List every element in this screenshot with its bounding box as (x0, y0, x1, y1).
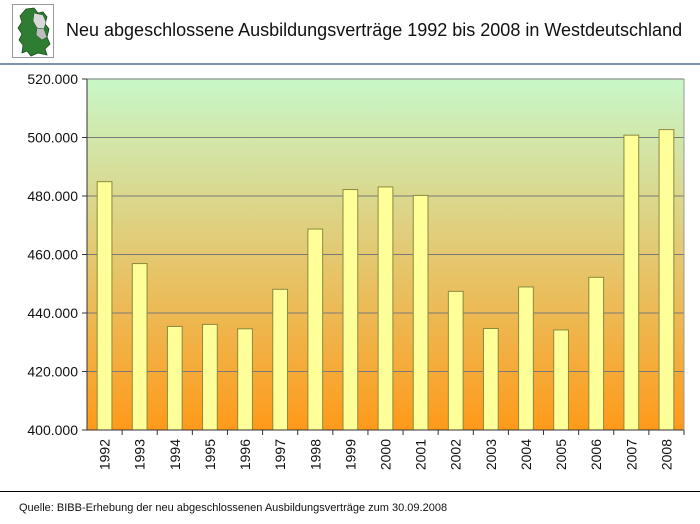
footer-divider (0, 491, 700, 492)
logo (12, 4, 54, 58)
x-tick-label: 1992 (97, 439, 113, 470)
bar-1993 (131, 263, 148, 431)
x-tick-label: 1994 (167, 439, 183, 470)
x-tick-label: 1995 (202, 439, 218, 470)
y-tick-label: 460.000 (27, 247, 78, 263)
bar-1997 (272, 288, 289, 431)
bar-2005 (553, 329, 569, 431)
bar-1998 (307, 228, 324, 431)
x-tick-labels: 1992 1993 1994 1995 1996 1997 1998 1999 2000 2001… (97, 439, 675, 470)
x-tick-label: 2007 (623, 439, 639, 470)
y-tick-label: 520.000 (27, 71, 78, 87)
bar-2000 (377, 186, 394, 431)
x-tick-label: 2003 (483, 439, 499, 470)
bar-2004 (518, 286, 534, 431)
header: Neu abgeschlossene Ausbildungsverträge 1… (0, 0, 700, 62)
axes (86, 79, 685, 431)
x-tick-label: 1996 (237, 439, 253, 470)
x-tick-label: 1999 (342, 439, 358, 470)
bar-1995 (202, 323, 218, 431)
x-tick-label: 1993 (132, 439, 148, 470)
bar-1999 (342, 189, 359, 431)
bar-2007 (623, 134, 640, 431)
x-tick-label: 1997 (272, 439, 288, 470)
header-divider (0, 63, 700, 65)
y-tick-label: 400.000 (27, 422, 78, 438)
x-tick-label: 2001 (413, 439, 429, 470)
y-tick-label: 420.000 (27, 364, 78, 380)
page-title: Neu abgeschlossene Ausbildungsverträge 1… (66, 20, 683, 40)
bar-2001 (412, 194, 429, 431)
bar-2006 (588, 276, 605, 431)
source-note: Quelle: BIBB-Erhebung der neu abgeschlos… (19, 502, 448, 514)
x-tick-label: 2000 (378, 439, 394, 470)
y-tick-label: 480.000 (27, 188, 78, 204)
x-tick-label: 2005 (553, 439, 569, 470)
germany-map-icon (17, 7, 51, 57)
gridlines (82, 78, 685, 435)
bar-2002 (447, 290, 464, 431)
x-tick-label: 2006 (588, 439, 604, 470)
y-tick-label: 500.000 (27, 130, 78, 146)
x-tick-label: 2004 (518, 439, 534, 470)
x-tick-label: 2002 (448, 439, 464, 470)
bar-chart: 400.000 420.000 440.000 460.000 480.000 500.0… (27, 71, 685, 470)
x-tick-label: 1998 (307, 439, 323, 470)
y-tick-label: 440.000 (27, 305, 78, 321)
bar-2003 (482, 328, 499, 431)
bar-2008 (658, 129, 675, 431)
bar-1996 (237, 328, 253, 431)
x-tick-label: 2008 (658, 439, 674, 470)
y-tick-labels: 400.000 420.000 440.000 460.000 480.000 500.0… (27, 71, 78, 438)
bar-1992 (96, 181, 113, 431)
bar-1994 (166, 325, 183, 431)
